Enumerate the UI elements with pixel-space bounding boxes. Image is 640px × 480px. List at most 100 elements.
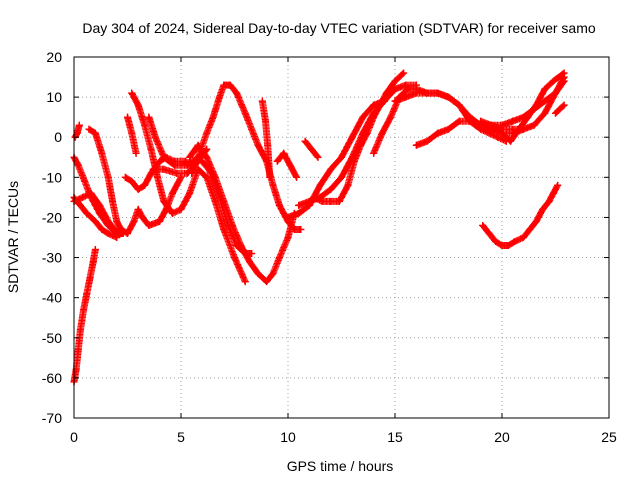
data-point: [359, 113, 367, 121]
data-series-track-13: [186, 141, 298, 286]
data-point: [134, 205, 142, 213]
data-point: [477, 117, 485, 125]
data-point: [85, 125, 93, 133]
data-point: [301, 137, 309, 145]
data-series-track-8: [124, 113, 140, 157]
data-point: [248, 125, 256, 133]
data-series-track-9: [128, 89, 249, 286]
data-point: [344, 181, 352, 189]
data-point: [308, 145, 316, 153]
data-point: [455, 101, 463, 109]
data-series-track-15: [273, 149, 301, 181]
data-point: [275, 254, 283, 262]
data-series-track-25: [552, 101, 568, 117]
data-point: [530, 121, 538, 129]
data-point: [128, 129, 136, 137]
data-point: [434, 89, 442, 97]
data-point: [492, 238, 500, 246]
data-series-track-17: [284, 97, 388, 221]
data-point: [203, 145, 211, 153]
y-tick-label: 20: [46, 49, 62, 65]
data-point: [318, 197, 326, 205]
data-point: [269, 181, 277, 189]
data-point: [124, 229, 131, 237]
data-point: [314, 153, 322, 161]
data-point: [391, 97, 399, 105]
data-point: [104, 217, 112, 225]
data-point: [295, 201, 303, 209]
data-point: [81, 177, 89, 185]
y-tick-label: -60: [42, 370, 62, 386]
data-point: [402, 81, 410, 89]
data-point: [387, 113, 395, 121]
data-point: [560, 101, 568, 109]
data-point: [423, 89, 431, 97]
data-point: [316, 181, 324, 189]
data-point: [560, 69, 568, 77]
y-tick-label: -40: [42, 290, 62, 306]
data-point: [132, 149, 140, 157]
data-point: [532, 101, 540, 109]
data-point: [241, 278, 249, 286]
y-tick-label: -70: [42, 410, 62, 426]
data-point: [75, 121, 83, 129]
data-point: [171, 161, 179, 169]
data-point: [76, 201, 84, 209]
x-axis-title: GPS time / hours: [287, 458, 394, 474]
data-point: [98, 149, 106, 157]
data-point: [183, 161, 191, 169]
data-point: [382, 89, 390, 97]
data-point: [515, 125, 523, 133]
data-series-track-12: [188, 81, 305, 233]
chart-title: Day 304 of 2024, Sidereal Day-to-day VTE…: [82, 20, 595, 36]
data-point: [445, 93, 452, 101]
data-point: [402, 93, 410, 101]
data-point: [73, 129, 81, 137]
data-point: [297, 225, 305, 233]
data-point: [149, 165, 157, 173]
data-point: [284, 213, 292, 221]
data-point: [156, 157, 164, 165]
data-point: [370, 101, 378, 109]
data-point: [228, 221, 236, 229]
data-point: [87, 189, 95, 197]
data-point: [74, 346, 82, 354]
data-point: [310, 193, 318, 201]
data-point: [248, 250, 256, 258]
data-point: [96, 201, 104, 209]
data-point: [412, 141, 420, 149]
data-point: [370, 113, 378, 121]
data-point: [91, 246, 99, 254]
data-point: [121, 173, 129, 181]
data-point: [338, 173, 345, 181]
data-point: [262, 117, 270, 125]
x-tick-label: 10: [280, 429, 296, 445]
data-point: [134, 101, 142, 109]
data-point: [263, 278, 271, 286]
data-point: [173, 169, 181, 177]
data-point: [83, 290, 91, 298]
data-point: [327, 165, 335, 173]
data-point: [338, 153, 345, 161]
data-point: [128, 89, 136, 97]
data-point: [455, 117, 463, 125]
data-point: [445, 125, 452, 133]
data-point: [145, 221, 153, 229]
data-point: [145, 113, 153, 121]
data-point: [113, 217, 121, 225]
data-point: [134, 185, 142, 193]
data-point: [357, 141, 365, 149]
data-point: [241, 109, 249, 117]
data-point: [423, 137, 431, 145]
x-tick-label: 5: [177, 429, 185, 445]
data-point: [264, 141, 272, 149]
data-point: [203, 173, 211, 181]
data-point: [273, 157, 281, 165]
data-point: [211, 173, 219, 181]
data-point: [293, 173, 301, 181]
data-point: [552, 109, 559, 117]
data-point: [391, 85, 399, 93]
data-point: [168, 189, 176, 197]
data-point: [216, 93, 224, 101]
